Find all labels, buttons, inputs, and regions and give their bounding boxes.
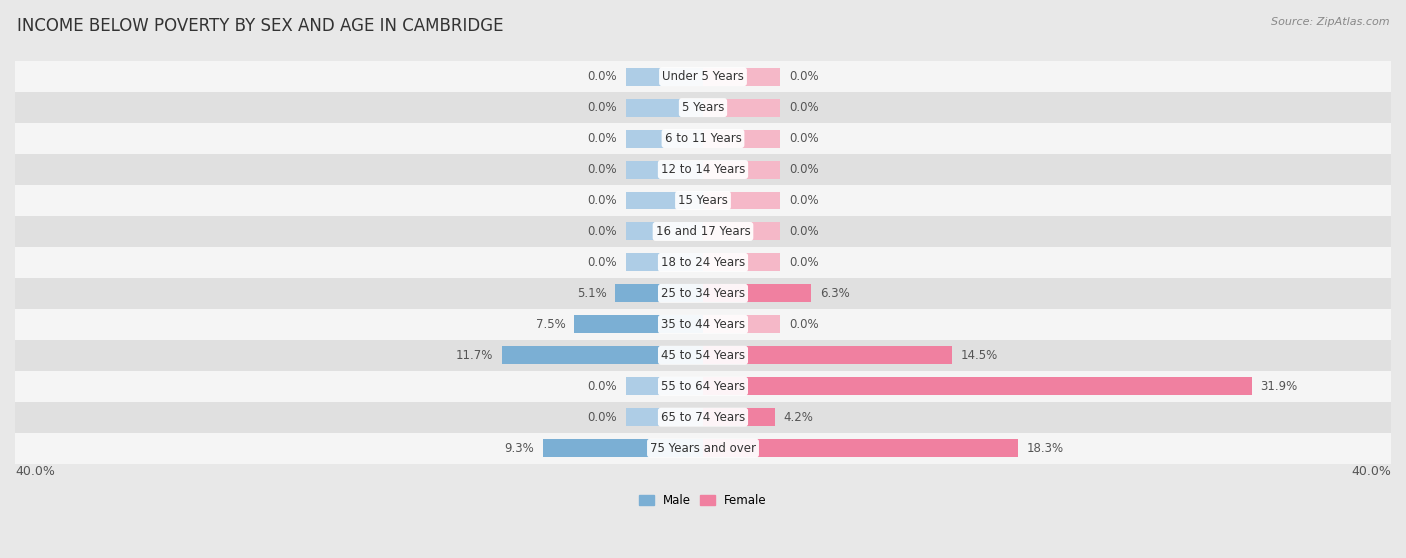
Bar [15, 92, 1391, 123]
Text: 0.0%: 0.0% [588, 256, 617, 269]
Bar [703, 161, 780, 179]
Text: 0.0%: 0.0% [789, 194, 818, 207]
Text: 0.0%: 0.0% [588, 101, 617, 114]
Text: 14.5%: 14.5% [960, 349, 998, 362]
Bar [626, 377, 703, 395]
Bar [15, 154, 1391, 185]
Bar [626, 223, 703, 240]
Bar [616, 285, 703, 302]
Text: 0.0%: 0.0% [789, 318, 818, 331]
Bar [703, 377, 1251, 395]
Bar [574, 315, 703, 333]
Text: 16 and 17 Years: 16 and 17 Years [655, 225, 751, 238]
Text: 35 to 44 Years: 35 to 44 Years [661, 318, 745, 331]
Text: INCOME BELOW POVERTY BY SEX AND AGE IN CAMBRIDGE: INCOME BELOW POVERTY BY SEX AND AGE IN C… [17, 17, 503, 35]
Text: 0.0%: 0.0% [588, 411, 617, 424]
Bar [15, 278, 1391, 309]
Bar [502, 347, 703, 364]
Text: 4.2%: 4.2% [783, 411, 814, 424]
Text: 0.0%: 0.0% [789, 70, 818, 83]
Text: 9.3%: 9.3% [505, 441, 534, 455]
Text: 0.0%: 0.0% [588, 194, 617, 207]
Bar [703, 285, 811, 302]
Text: 25 to 34 Years: 25 to 34 Years [661, 287, 745, 300]
Bar [703, 253, 780, 271]
Text: 7.5%: 7.5% [536, 318, 565, 331]
Text: 6.3%: 6.3% [820, 287, 849, 300]
Bar [626, 129, 703, 147]
Text: Source: ZipAtlas.com: Source: ZipAtlas.com [1271, 17, 1389, 27]
Bar [626, 161, 703, 179]
Bar [15, 432, 1391, 464]
Bar [15, 185, 1391, 216]
Bar [15, 402, 1391, 432]
Text: 6 to 11 Years: 6 to 11 Years [665, 132, 741, 145]
Text: 18 to 24 Years: 18 to 24 Years [661, 256, 745, 269]
Text: 55 to 64 Years: 55 to 64 Years [661, 379, 745, 393]
Text: 0.0%: 0.0% [789, 101, 818, 114]
Bar [703, 68, 780, 85]
Text: 0.0%: 0.0% [789, 225, 818, 238]
Text: 31.9%: 31.9% [1260, 379, 1298, 393]
Bar [626, 253, 703, 271]
Bar [703, 99, 780, 117]
Bar [15, 371, 1391, 402]
Bar [703, 191, 780, 209]
Bar [626, 191, 703, 209]
Text: 65 to 74 Years: 65 to 74 Years [661, 411, 745, 424]
Bar [543, 439, 703, 457]
Bar [703, 347, 952, 364]
Text: 0.0%: 0.0% [789, 256, 818, 269]
Text: 0.0%: 0.0% [588, 163, 617, 176]
Text: 0.0%: 0.0% [588, 70, 617, 83]
Text: Under 5 Years: Under 5 Years [662, 70, 744, 83]
Bar [626, 408, 703, 426]
Bar [703, 408, 775, 426]
Text: 45 to 54 Years: 45 to 54 Years [661, 349, 745, 362]
Text: 0.0%: 0.0% [789, 132, 818, 145]
Text: 75 Years and over: 75 Years and over [650, 441, 756, 455]
Text: 40.0%: 40.0% [1351, 465, 1391, 478]
Text: 0.0%: 0.0% [588, 132, 617, 145]
Text: 0.0%: 0.0% [588, 225, 617, 238]
Text: 12 to 14 Years: 12 to 14 Years [661, 163, 745, 176]
Bar [15, 216, 1391, 247]
Text: 0.0%: 0.0% [588, 379, 617, 393]
Bar [703, 315, 780, 333]
Bar [703, 439, 1018, 457]
Bar [626, 68, 703, 85]
Text: 5.1%: 5.1% [576, 287, 606, 300]
Legend: Male, Female: Male, Female [634, 489, 772, 512]
Bar [15, 123, 1391, 154]
Bar [15, 340, 1391, 371]
Bar [703, 223, 780, 240]
Text: 5 Years: 5 Years [682, 101, 724, 114]
Text: 15 Years: 15 Years [678, 194, 728, 207]
Text: 11.7%: 11.7% [456, 349, 494, 362]
Text: 40.0%: 40.0% [15, 465, 55, 478]
Text: 0.0%: 0.0% [789, 163, 818, 176]
Bar [15, 309, 1391, 340]
Text: 18.3%: 18.3% [1026, 441, 1063, 455]
Bar [15, 247, 1391, 278]
Bar [15, 61, 1391, 92]
Bar [626, 99, 703, 117]
Bar [703, 129, 780, 147]
